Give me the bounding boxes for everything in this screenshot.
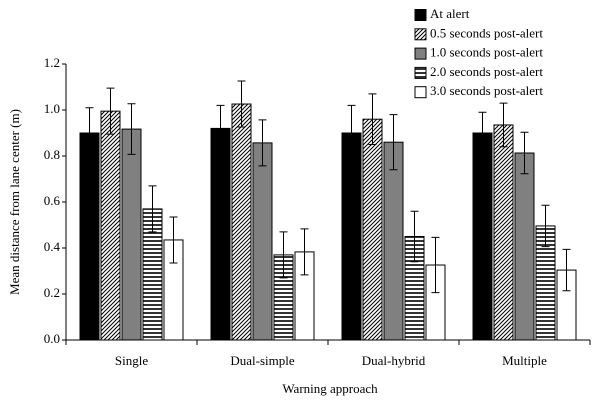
y-tick-label: 0.6 [44,193,61,208]
legend-swatch [414,9,427,21]
legend-label: At alert [430,6,470,21]
error-bar [300,228,309,276]
error-bar [389,114,398,171]
error-bar [478,111,487,155]
error-bar [347,104,356,162]
y-tick-label: 1.0 [44,101,60,116]
error-bar [279,231,288,279]
error-bar [85,107,94,159]
bar [514,152,535,341]
bar [252,142,273,341]
error-bar [237,80,246,128]
error-bar [106,87,115,135]
bar [341,132,362,341]
bar [100,110,121,341]
error-bar [410,210,419,263]
legend-label: 0.5 seconds post-alert [430,25,543,40]
legend-swatch [414,47,427,60]
y-tick-label: 0.8 [44,147,60,162]
error-bar [258,119,267,167]
error-bar [431,236,440,294]
legend-label: 2.0 seconds post-alert [430,64,543,79]
bar [121,128,142,341]
error-bar [169,216,178,264]
legend-swatch [414,86,427,99]
error-bar [127,103,136,155]
bar [210,127,231,341]
bar [383,141,404,341]
y-tick-label: 1.2 [44,55,60,70]
x-tick-label: Dual-simple [230,353,294,368]
bar [79,132,100,341]
legend-label: 1.0 seconds post-alert [430,45,543,60]
x-axis-label: Warning approach [282,381,378,396]
x-tick-label: Multiple [502,353,547,368]
bar [362,118,383,341]
y-tick-label: 0.0 [44,331,60,346]
bar [493,124,514,341]
error-bar [520,131,529,175]
y-axis-label: Mean distance from lane center (m) [7,109,22,295]
y-tick-label: 0.2 [44,285,60,300]
x-tick-label: Dual-hybrid [362,353,426,368]
error-bar [148,185,157,233]
legend-label: 3.0 seconds post-alert [430,83,543,98]
legend-swatch [414,66,427,79]
error-bar [541,204,550,248]
error-bar [562,248,571,292]
error-bar [499,102,508,148]
bar [231,103,252,341]
bar [472,132,493,341]
error-bar [368,93,377,145]
x-tick-label: Single [115,353,148,368]
legend-swatch [414,28,427,41]
y-tick-label: 0.4 [44,239,61,254]
error-bar [216,104,225,152]
